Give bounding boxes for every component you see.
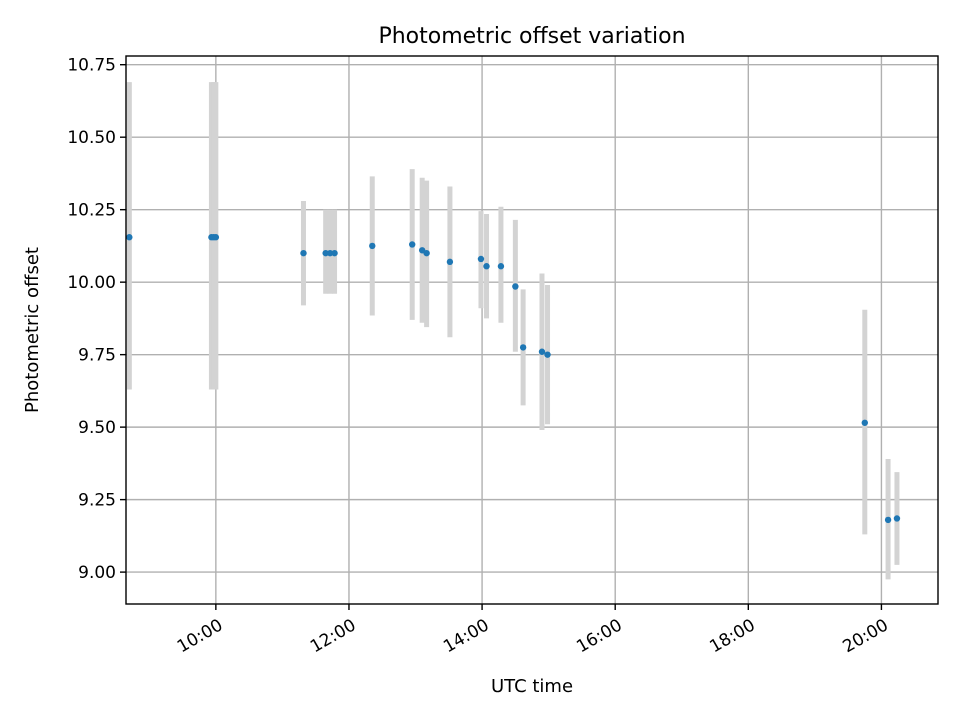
y-tick-label: 9.25 (78, 491, 116, 511)
data-points (126, 234, 901, 524)
data-point (369, 242, 376, 250)
x-tick-label: 18:00 (706, 615, 758, 657)
x-tick-label: 20:00 (839, 615, 891, 657)
data-point (483, 263, 490, 270)
data-point (423, 249, 430, 257)
data-point (300, 249, 307, 257)
y-tick-label: 10.50 (67, 128, 116, 148)
grid (126, 56, 938, 604)
data-point (446, 258, 454, 266)
y-tick-label: 10.00 (67, 273, 116, 293)
plot-frame (125, 55, 939, 605)
y-tick-label: 9.50 (78, 418, 116, 438)
data-point (519, 344, 527, 351)
x-axis-label: UTC time (491, 676, 573, 697)
data-point (408, 241, 416, 248)
data-point (861, 419, 868, 426)
data-point (322, 249, 329, 257)
chart-title: Photometric offset variation (378, 24, 685, 49)
data-point (126, 234, 133, 241)
y-axis-label: Photometric offset (22, 247, 43, 413)
x-axis-ticks: 10:00 12:00 14:00 16:00 18:00 20:00 (174, 604, 892, 657)
x-tick-label: 16:00 (573, 615, 625, 657)
data-point (884, 516, 892, 524)
data-point (893, 515, 901, 522)
error-bars (126, 82, 900, 580)
data-point (331, 249, 338, 257)
data-point (544, 351, 551, 358)
x-tick-label: 14:00 (440, 615, 492, 657)
data-point (497, 263, 505, 270)
data-point (477, 255, 485, 263)
data-point (512, 283, 519, 290)
data-point (212, 234, 220, 241)
x-tick-label: 10:00 (174, 615, 226, 657)
y-tick-label: 9.75 (78, 346, 116, 366)
y-tick-label: 10.25 (67, 201, 116, 221)
data-point (326, 249, 334, 257)
data-point (538, 348, 546, 355)
y-axis-ticks: 9.00 9.25 9.50 9.75 10.00 10.25 10.50 10.75 (67, 56, 126, 583)
x-tick-label: 12:00 (307, 615, 359, 657)
y-tick-label: 10.75 (67, 56, 116, 76)
y-tick-label: 9.00 (78, 563, 116, 583)
